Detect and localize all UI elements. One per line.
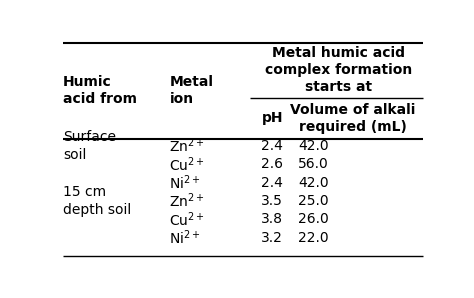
Text: Volume of alkali
required (mL): Volume of alkali required (mL) — [291, 103, 416, 134]
Text: 25.0: 25.0 — [298, 194, 328, 208]
Text: 15 cm
depth soil: 15 cm depth soil — [63, 185, 131, 217]
Text: 26.0: 26.0 — [298, 212, 329, 226]
Text: 3.8: 3.8 — [261, 212, 283, 226]
Text: 42.0: 42.0 — [298, 176, 328, 190]
Text: Metal humic acid
complex formation
starts at: Metal humic acid complex formation start… — [265, 46, 412, 94]
Text: Humic
acid from: Humic acid from — [63, 75, 137, 106]
Text: pH: pH — [262, 111, 283, 125]
Text: Cu$^{2+}$: Cu$^{2+}$ — [169, 155, 205, 173]
Text: Ni$^{2+}$: Ni$^{2+}$ — [169, 228, 201, 247]
Text: 2.4: 2.4 — [261, 139, 283, 153]
Text: 2.6: 2.6 — [261, 157, 283, 171]
Text: 3.2: 3.2 — [261, 231, 283, 245]
Text: Surface
soil: Surface soil — [63, 130, 116, 162]
Text: Zn$^{2+}$: Zn$^{2+}$ — [169, 136, 205, 155]
Text: Zn$^{2+}$: Zn$^{2+}$ — [169, 192, 205, 210]
Text: 3.5: 3.5 — [261, 194, 283, 208]
Text: Ni$^{2+}$: Ni$^{2+}$ — [169, 173, 201, 192]
Text: Cu$^{2+}$: Cu$^{2+}$ — [169, 210, 205, 229]
Text: 2.4: 2.4 — [261, 176, 283, 190]
Text: 42.0: 42.0 — [298, 139, 328, 153]
Text: 56.0: 56.0 — [298, 157, 329, 171]
Text: Metal
ion: Metal ion — [169, 75, 213, 106]
Text: 22.0: 22.0 — [298, 231, 328, 245]
